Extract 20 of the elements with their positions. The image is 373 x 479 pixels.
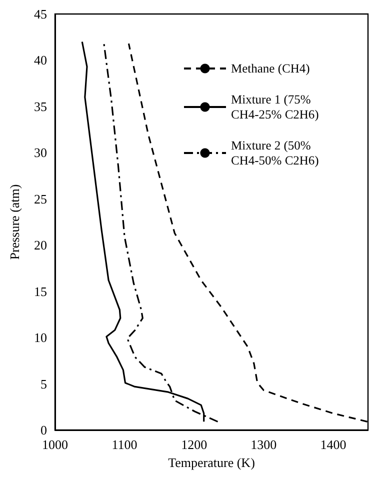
y-tick-label: 40 [34,52,47,68]
x-tick-label: 1300 [250,437,277,452]
y-tick-label: 35 [34,98,47,114]
x-axis-title: Temperature (K) [168,455,255,470]
y-tick-label: 30 [34,145,47,160]
x-tick-label: 1400 [320,437,346,452]
x-tick-label: 1100 [112,437,138,452]
y-tick-label: 45 [34,6,47,22]
y-tick-label: 15 [34,284,47,299]
y-tick-label: 20 [34,238,47,253]
legend-label: Mixture 1 (75% CH4-25% C2H6) [231,92,319,122]
y-axis-title: Pressure (atm) [7,184,22,260]
y-tick-label: 5 [40,376,47,392]
y-tick-label: 25 [34,191,47,206]
legend-label: Methane (CH4) [231,62,310,76]
legend-label: Mixture 2 (50% CH4-50% C2H6) [231,138,319,168]
x-tick-label: 1000 [42,437,68,452]
y-tick-label: 0 [40,422,47,438]
y-tick-label: 10 [34,330,47,346]
x-tick-label: 1200 [181,437,208,452]
